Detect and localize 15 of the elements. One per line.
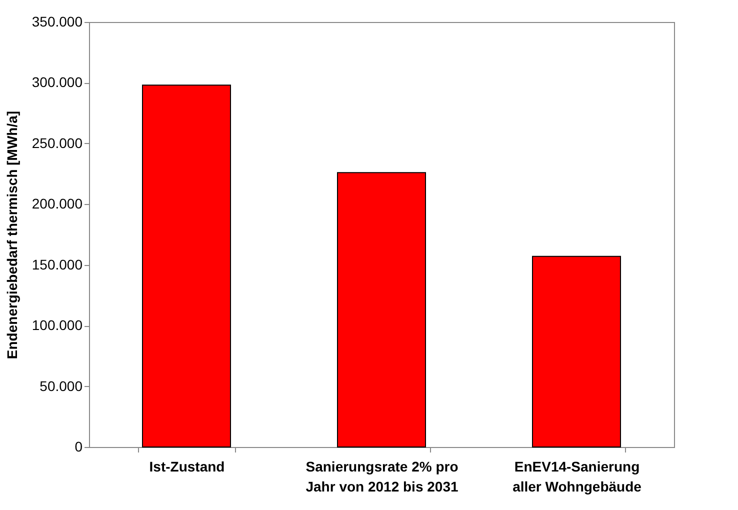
y-tick-label: 100.000 xyxy=(32,317,83,334)
y-tick-label: 350.000 xyxy=(32,14,83,30)
bar xyxy=(142,84,231,448)
bar xyxy=(532,256,621,448)
y-tick-label: 50.000 xyxy=(40,378,83,394)
x-tick-label: Ist-Zustand xyxy=(149,458,225,474)
y-tick-label: 300.000 xyxy=(32,74,83,90)
y-tick-label: 0 xyxy=(74,438,83,454)
y-axis-title: Endenergiebedarf thermisch [MWh/a] xyxy=(4,110,20,360)
x-tick-label: EnEV14-Sanierung aller Wohngebäude xyxy=(512,458,642,494)
x-tick-label: Sanierungsrate 2% pro Jahr von 2012 bis 2031 xyxy=(306,458,458,494)
y-tick-label: 250.000 xyxy=(32,134,83,151)
bar xyxy=(337,172,426,448)
y-tick-label: 200.000 xyxy=(32,196,83,212)
y-tick-label: 150.000 xyxy=(32,256,83,272)
